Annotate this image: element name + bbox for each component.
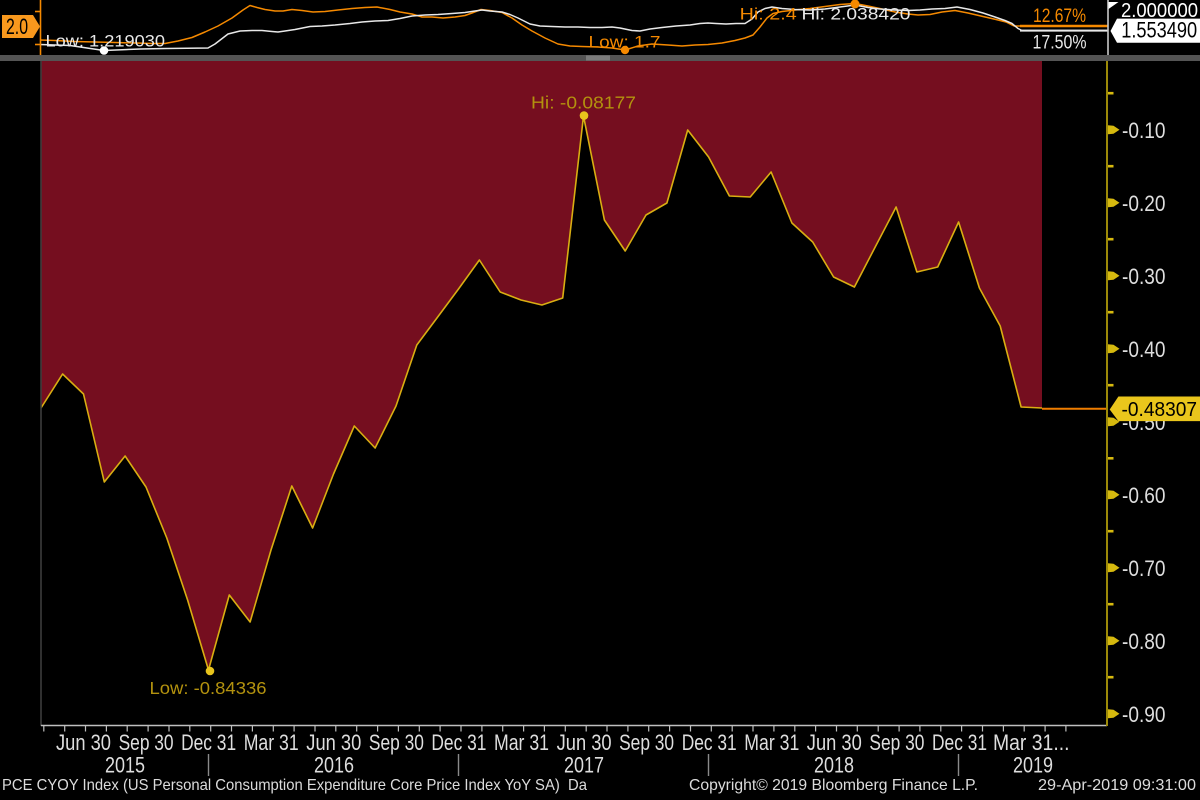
svg-text:-0.10: -0.10: [1122, 118, 1166, 143]
svg-text:Hi: 2.038420: Hi: 2.038420: [802, 5, 911, 24]
svg-text:29-Apr-2019 09:31:00: 29-Apr-2019 09:31:00: [1038, 777, 1196, 794]
svg-text:-0.60: -0.60: [1122, 483, 1166, 508]
svg-text:Jun 30: Jun 30: [306, 730, 361, 755]
svg-text:Dec 31: Dec 31: [431, 730, 486, 755]
svg-text:2019: 2019: [1013, 752, 1053, 777]
svg-text:Low: -0.84336: Low: -0.84336: [150, 678, 267, 698]
svg-text:Mar 31...: Mar 31...: [993, 730, 1070, 755]
svg-text:Dec 31: Dec 31: [682, 730, 737, 755]
svg-text:Sep 30: Sep 30: [869, 730, 924, 755]
svg-text:Sep 30: Sep 30: [619, 730, 674, 755]
svg-text:1.553490: 1.553490: [1121, 18, 1197, 43]
svg-text:17.50%: 17.50%: [1033, 32, 1087, 53]
svg-text:PCE CYOY Index (US Personal Co: PCE CYOY Index (US Personal Consumption …: [2, 777, 587, 794]
svg-text:Sep 30: Sep 30: [369, 730, 424, 755]
svg-text:Copyright© 2019 Bloomberg Fina: Copyright© 2019 Bloomberg Finance L.P.: [689, 777, 978, 794]
svg-text:2.000000: 2.000000: [1121, 0, 1198, 22]
svg-text:Jun 30: Jun 30: [807, 730, 862, 755]
svg-text:2017: 2017: [564, 752, 604, 777]
svg-text:Hi: 2.4: Hi: 2.4: [740, 4, 797, 23]
svg-text:Dec 31: Dec 31: [181, 730, 236, 755]
svg-text:-0.40: -0.40: [1122, 337, 1166, 362]
svg-text:Mar 31: Mar 31: [244, 730, 299, 755]
svg-text:Mar 31: Mar 31: [494, 730, 549, 755]
svg-text:2015: 2015: [105, 752, 145, 777]
svg-text:-0.90: -0.90: [1122, 702, 1166, 727]
svg-text:-0.80: -0.80: [1122, 629, 1166, 654]
svg-text:2.0: 2.0: [6, 14, 28, 39]
svg-text:-0.20: -0.20: [1122, 191, 1166, 216]
svg-text:Dec 31: Dec 31: [932, 730, 987, 755]
svg-text:2016: 2016: [314, 752, 354, 777]
svg-text:Sep 30: Sep 30: [119, 730, 174, 755]
svg-text:Mar 31: Mar 31: [744, 730, 799, 755]
svg-text:Jun 30: Jun 30: [557, 730, 612, 755]
svg-text:12.67%: 12.67%: [1033, 6, 1086, 27]
svg-text:-0.70: -0.70: [1122, 556, 1166, 581]
svg-text:-0.48307: -0.48307: [1122, 398, 1198, 421]
svg-text:Hi: -0.08177: Hi: -0.08177: [531, 93, 636, 113]
svg-text:-0.30: -0.30: [1122, 264, 1166, 289]
svg-text:2018: 2018: [814, 752, 854, 777]
svg-text:Low: 1.219030: Low: 1.219030: [46, 32, 166, 51]
svg-text:Jun 30: Jun 30: [56, 730, 111, 755]
svg-text:Low: 1.7: Low: 1.7: [589, 33, 661, 52]
